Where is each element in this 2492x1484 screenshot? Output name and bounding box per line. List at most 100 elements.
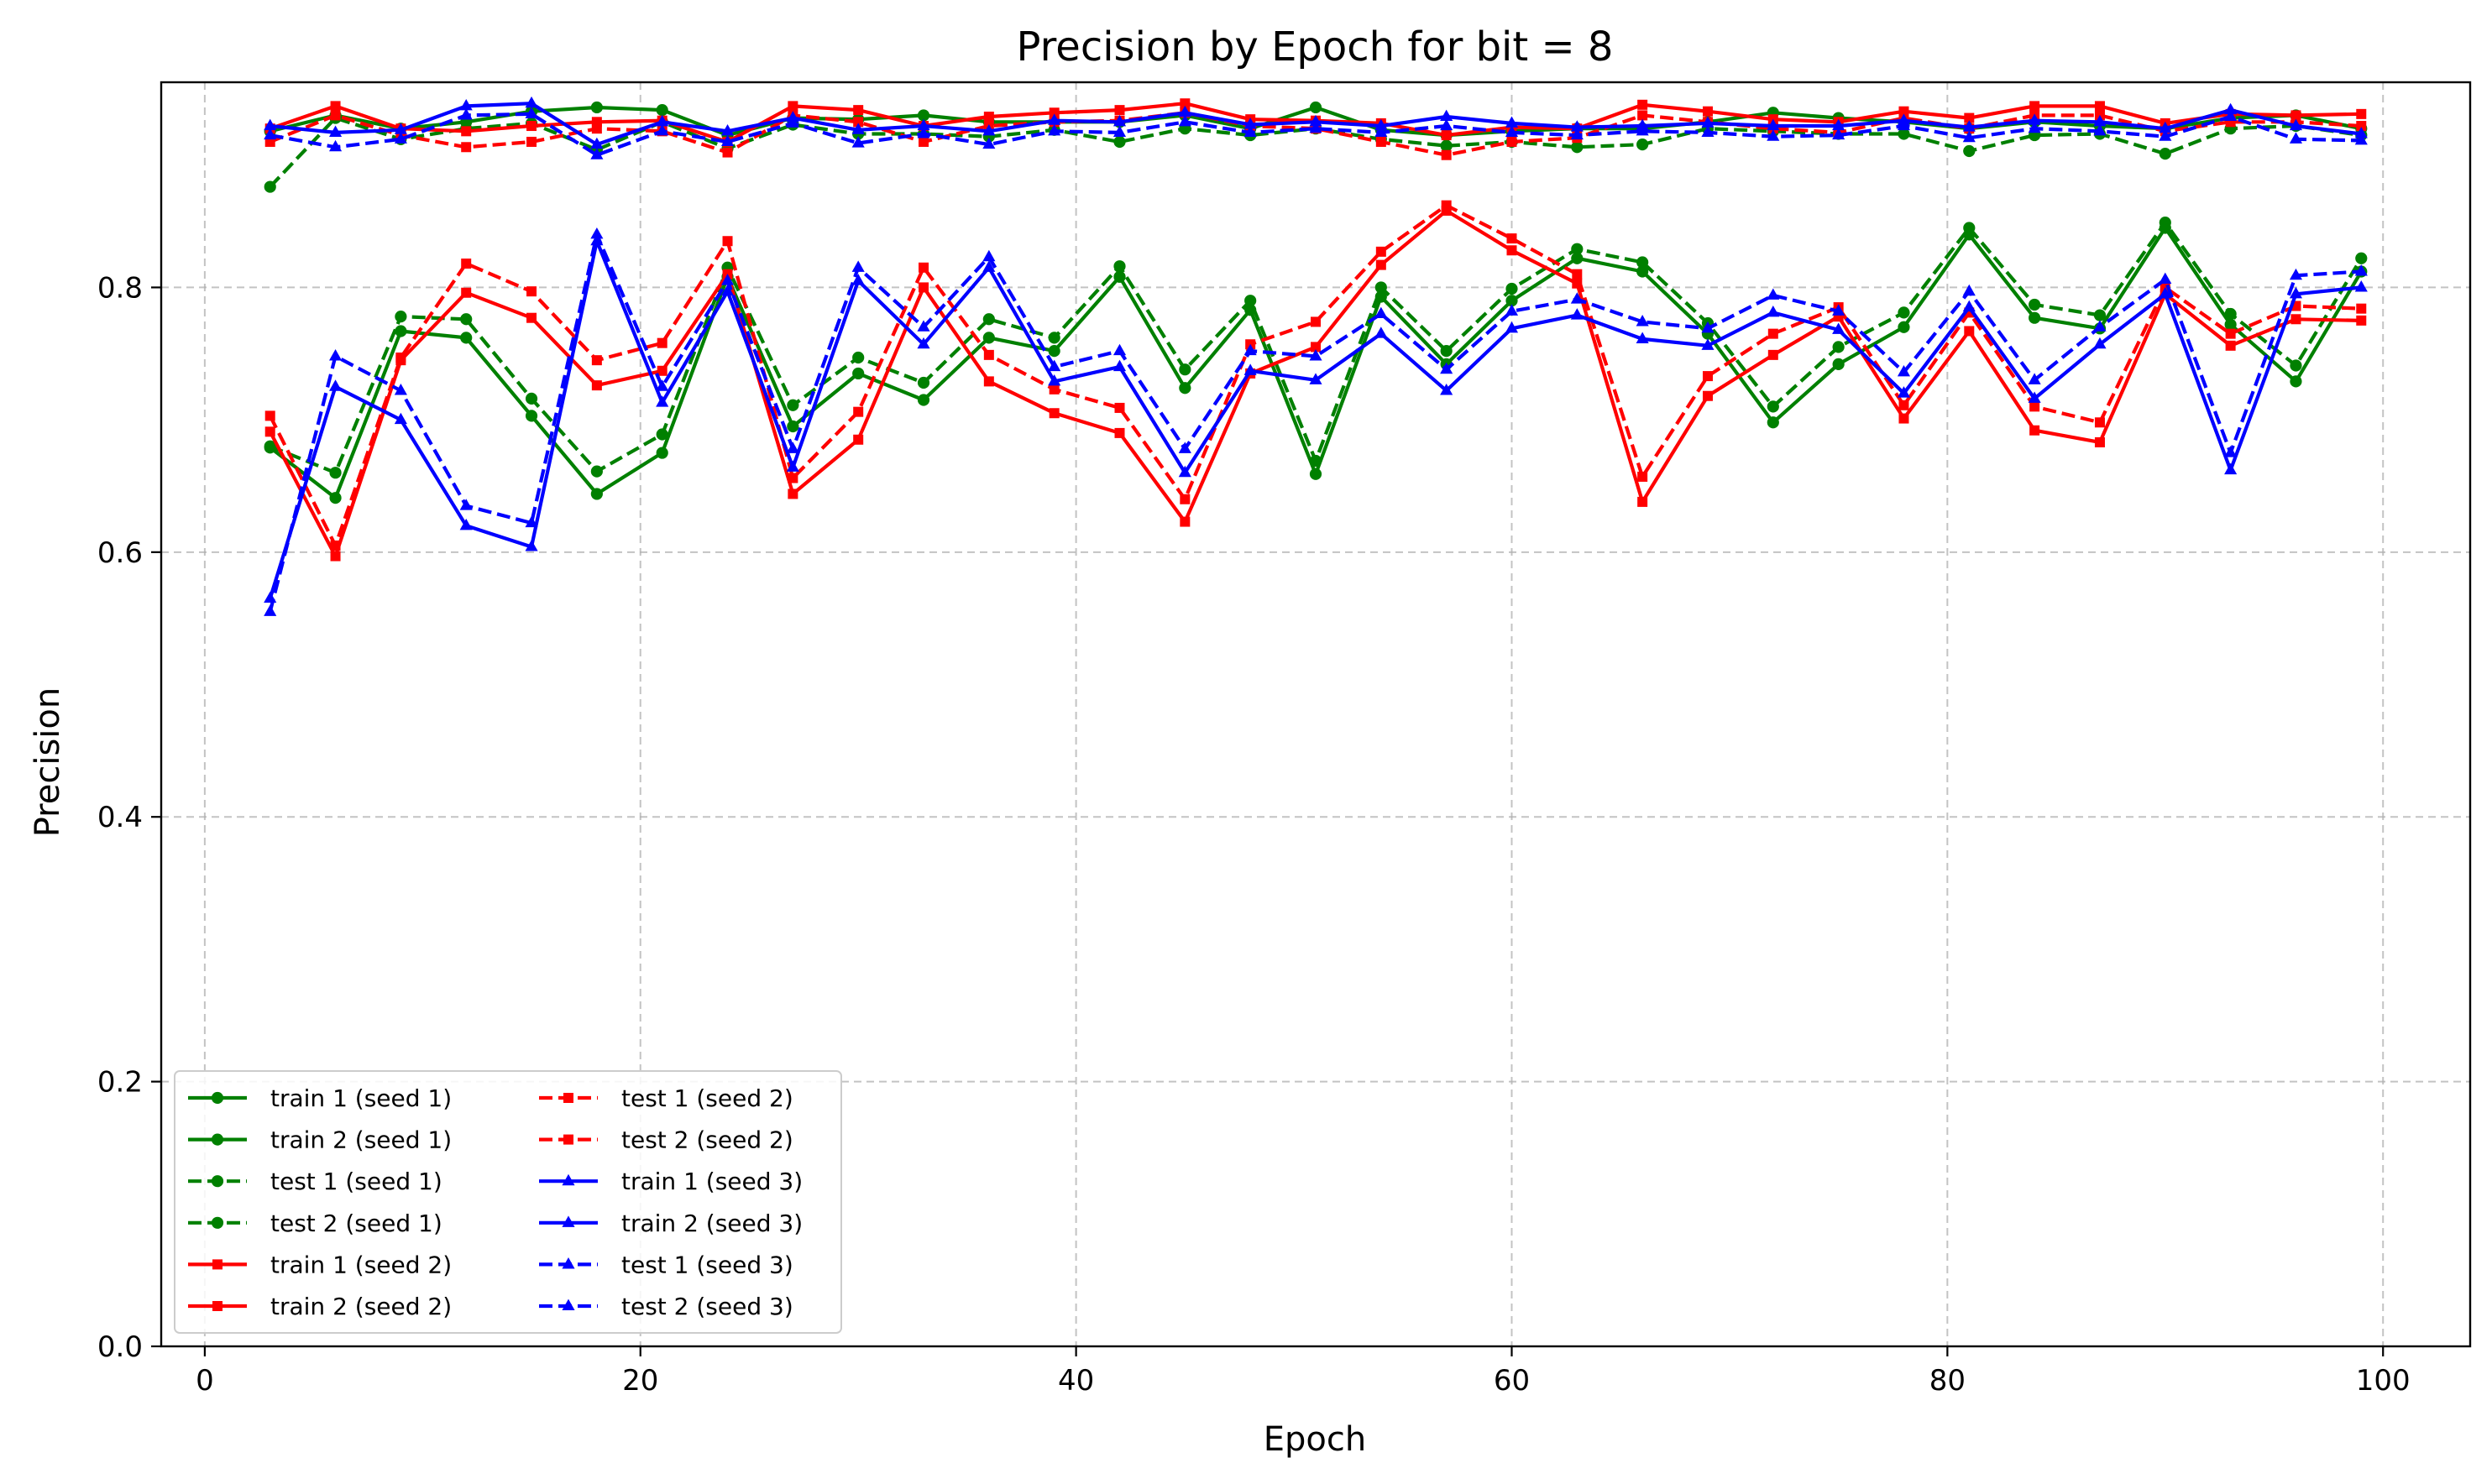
data-point [1309,349,1322,361]
data-point [919,262,929,273]
data-point [1243,118,1257,129]
data-point [656,123,669,136]
data-point [1832,341,1845,353]
data-point [1506,136,1517,147]
legend-label: train 2 (seed 3) [621,1210,803,1237]
data-point [2029,401,2040,412]
data-point [328,125,343,137]
data-point [2224,307,2237,321]
data-point [1767,349,1778,360]
data-point [590,465,603,478]
data-point [787,420,799,433]
data-point [2354,264,2368,276]
data-point [461,126,472,137]
data-point [1767,288,1780,300]
data-point [2224,109,2238,122]
x-tick-label: 60 [1494,1364,1530,1398]
data-point [2028,391,2041,403]
data-point [1570,292,1584,304]
legend-label: train 1 (seed 1) [270,1084,452,1112]
x-tick-label: 100 [2356,1364,2411,1398]
legend-item: test 2 (seed 1) [188,1210,442,1237]
y-axis-ticks: 0.0 0.2 0.4 0.6 0.8 [97,271,161,1364]
data-point [563,1134,573,1145]
data-point [211,1133,224,1146]
data-point [788,489,798,499]
y-axis-label: Precision [29,687,67,837]
data-point [591,380,602,391]
data-point [1113,270,1126,283]
data-point [722,147,733,158]
data-point [1505,116,1519,128]
data-point [1832,304,1845,316]
data-point [264,426,275,437]
data-point [1962,300,1976,312]
x-tick-label: 80 [1929,1364,1966,1398]
data-point [2355,252,2368,264]
data-point [264,118,277,131]
data-point [1964,112,1975,123]
series-10 [264,227,2368,616]
data-point [2028,373,2041,384]
data-point [852,351,865,364]
data-point [1964,326,1975,337]
data-point [590,227,604,239]
data-point [851,260,865,272]
data-point [1832,322,1845,334]
series-2 [264,217,2368,479]
data-point [1441,200,1452,211]
data-point [2093,337,2107,349]
data-point [1309,454,1322,468]
data-point [1963,222,1976,234]
data-point [1506,245,1517,256]
legend-frame [174,1070,842,1334]
data-point [525,392,538,405]
data-point [1244,295,1257,307]
data-point [1048,374,1061,386]
data-point [982,313,995,326]
data-point [853,434,864,445]
data-point [1180,516,1191,527]
data-point [1637,496,1648,507]
series-line [268,233,2362,613]
data-point [264,180,276,193]
legend-label: test 2 (seed 2) [621,1126,793,1154]
data-point [1570,308,1584,320]
legend-item: train 2 (seed 1) [188,1126,452,1154]
data-point [1962,130,1976,143]
data-point [1049,408,1060,419]
data-point [2356,108,2367,119]
data-point [526,312,537,323]
data-point [590,101,603,114]
data-point [1767,129,1780,141]
chart-title: Precision by Epoch for bit = 8 [1017,24,1614,71]
data-point [786,460,799,472]
data-point [1113,135,1126,149]
data-point [328,139,343,152]
data-point [1178,465,1191,478]
data-point [788,473,798,483]
data-point [1505,282,1518,295]
data-point [2159,121,2172,133]
data-point [1636,332,1649,343]
legend-item: test 1 (seed 2) [539,1084,793,1112]
data-point [1243,125,1257,137]
data-point [2159,129,2172,141]
data-point [394,384,407,395]
data-point [657,365,668,376]
data-point [1898,413,1909,424]
data-point [1897,118,1911,131]
x-tick-label: 0 [196,1364,214,1398]
data-point [2159,217,2171,229]
data-point [1636,123,1649,136]
data-point [212,1259,222,1270]
data-point [656,379,669,391]
data-point [1048,332,1060,344]
data-point [983,349,994,360]
data-point [459,499,473,510]
data-point [330,101,341,112]
data-point [1178,442,1191,453]
legend-item: train 1 (seed 2) [188,1251,452,1278]
data-point [1506,233,1517,244]
